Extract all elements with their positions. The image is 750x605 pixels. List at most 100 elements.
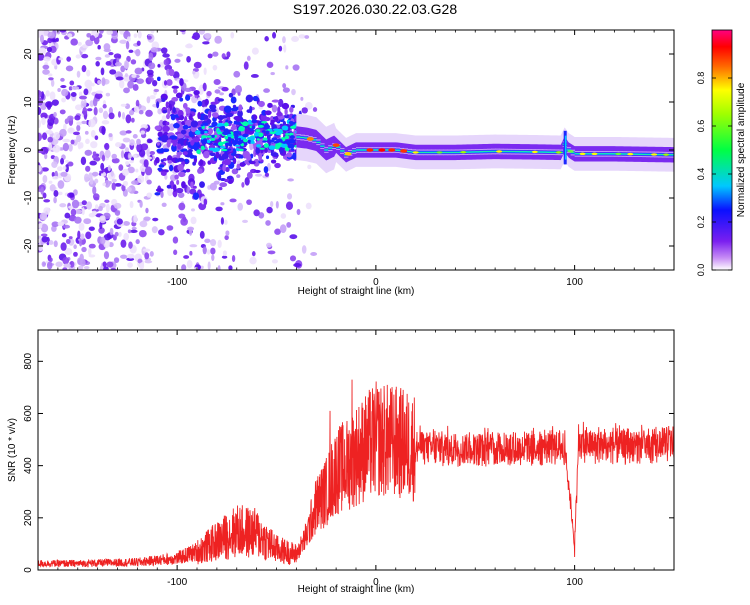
spectrogram-noise-cell (114, 210, 121, 216)
spectrogram-cell (166, 184, 172, 189)
spectrogram-noise-cell (56, 30, 61, 35)
spectrogram-noise-cell (100, 67, 105, 76)
spectrogram-noise-cell (172, 71, 180, 79)
spectrogram-hot-cell (400, 149, 408, 153)
spectrogram-noise-cell (87, 85, 93, 92)
spectrogram-noise-cell (77, 41, 82, 46)
spectrogram-cell (254, 169, 261, 173)
spectrogram-noise-cell (88, 247, 92, 256)
spectrogram-noise-cell (139, 220, 148, 228)
spectrogram-noise-cell (43, 56, 51, 62)
spectrogram-cell (291, 139, 295, 144)
spectrogram-cell (167, 159, 173, 164)
spectrogram-cell (224, 135, 229, 140)
spectrogram-cell (267, 102, 273, 109)
spectrogram-noise-cell (126, 36, 131, 42)
spectrogram-noise-cell (61, 97, 67, 103)
spectrogram-band-cell (515, 148, 520, 155)
spectrogram-band-highlight (555, 151, 562, 154)
spectrogram-noise-cell (161, 202, 167, 207)
spectrogram-cell (187, 128, 191, 132)
spectrogram-noise-cell (103, 266, 109, 270)
spectrogram-noise-cell (111, 158, 120, 164)
spectrogram-noise-cell (109, 69, 117, 75)
spectrogram-noise-cell (42, 69, 50, 75)
spectrogram-cell (185, 168, 191, 173)
spectrogram-cell (163, 80, 168, 86)
spectrogram-noise-cell (108, 241, 114, 248)
spectrogram-noise-cell (53, 196, 57, 204)
spectrogram-band-cell (356, 147, 361, 153)
spectrogram-noise-cell (93, 36, 100, 45)
spectrogram-noise-cell (48, 180, 53, 184)
spectrogram-noise-cell (120, 239, 127, 248)
spectrogram-cell (206, 90, 212, 97)
spectrogram-cell (179, 114, 185, 121)
spectrogram-noise-cell (211, 254, 215, 261)
spectrogram-band-cell (511, 148, 516, 155)
spectrogram-noise-cell (94, 135, 99, 141)
spectrogram-band-cell (304, 135, 309, 141)
spectrogram-cell (271, 137, 278, 141)
spectrogram-noise-cell (106, 30, 113, 36)
spectrogram-noise-cell (85, 39, 94, 47)
spectrogram-noise-cell (63, 224, 71, 229)
spectrogram-cell (288, 121, 294, 125)
spectrogram-noise-cell (103, 233, 112, 241)
colorbar: 0.0 0.2 0.4 0.6 0.8 Normalized spectral ampl… (696, 29, 747, 276)
spectrogram-cell (213, 147, 221, 152)
spectrogram-cell (263, 166, 269, 174)
spectrogram-cell (261, 109, 267, 116)
spectrogram-noise-cell (207, 53, 213, 59)
snr-y-tick-label: 200 (23, 509, 34, 526)
spectrogram-cell (250, 140, 255, 144)
spectrogram-noise-cell (41, 261, 46, 267)
spectrogram-noise-cell (48, 77, 54, 81)
spectrogram-noise-cell (185, 43, 193, 49)
spectrogram-band-cell (296, 134, 301, 140)
spectrogram-noise-cell (266, 206, 273, 214)
spectrogram-noise-cell (83, 99, 87, 108)
spectrogram-noise-cell (144, 252, 150, 260)
spectrogram-cell (252, 95, 259, 102)
spectrogram-cell (170, 139, 178, 144)
spectrogram-cell (165, 121, 170, 126)
spectrogram-noise-cell (178, 202, 186, 211)
spectrogram-noise-cell (78, 265, 84, 270)
spectrogram-cell (283, 127, 289, 131)
spectrogram-noise-cell (207, 261, 211, 270)
spectrogram-noise-cell (213, 79, 221, 86)
spectrogram-noise-cell (108, 181, 112, 185)
spectrogram-cell (172, 106, 176, 114)
spectrogram-band-highlight (615, 152, 622, 156)
spectrogram-cell (287, 143, 295, 149)
spectrogram-cell (224, 178, 229, 183)
spectrogram-noise-cell (67, 127, 75, 134)
spectrogram-cell (182, 151, 188, 156)
spectrogram-noise-cell (94, 178, 99, 184)
spectrogram-noise-cell (74, 216, 82, 224)
spectrogram-cell (169, 164, 174, 172)
snr-y-tick-label: 800 (23, 353, 34, 370)
spectrogram-noise-cell (51, 99, 59, 106)
spectrogram-noise-cell (146, 138, 153, 144)
spectrogram-noise-cell (130, 117, 135, 123)
spectrogram-noise-cell (51, 221, 59, 228)
spectrogram-band-cell (566, 147, 572, 153)
spectrogram-noise-cell (130, 229, 138, 234)
spectrogram-noise-cell (101, 120, 110, 125)
spectrogram-noise-cell (98, 107, 104, 114)
spectrogram-noise-cell (123, 60, 130, 69)
spectrogram-noise-cell (202, 246, 207, 255)
spectrogram-noise-cell (57, 221, 65, 227)
spectrogram-cell (202, 138, 208, 144)
colorbar-tick-label: 0.8 (696, 72, 706, 85)
spectrogram-noise-cell (119, 30, 125, 35)
spectrogram-noise-cell (71, 86, 80, 90)
spectrogram-cell (172, 184, 177, 192)
spectrogram-noise-cell (111, 182, 116, 191)
spectrogram-cell (201, 126, 205, 129)
spectrogram-cell (220, 148, 228, 152)
spectrogram-cell (258, 152, 263, 161)
spectrogram-noise-cell (70, 38, 78, 46)
